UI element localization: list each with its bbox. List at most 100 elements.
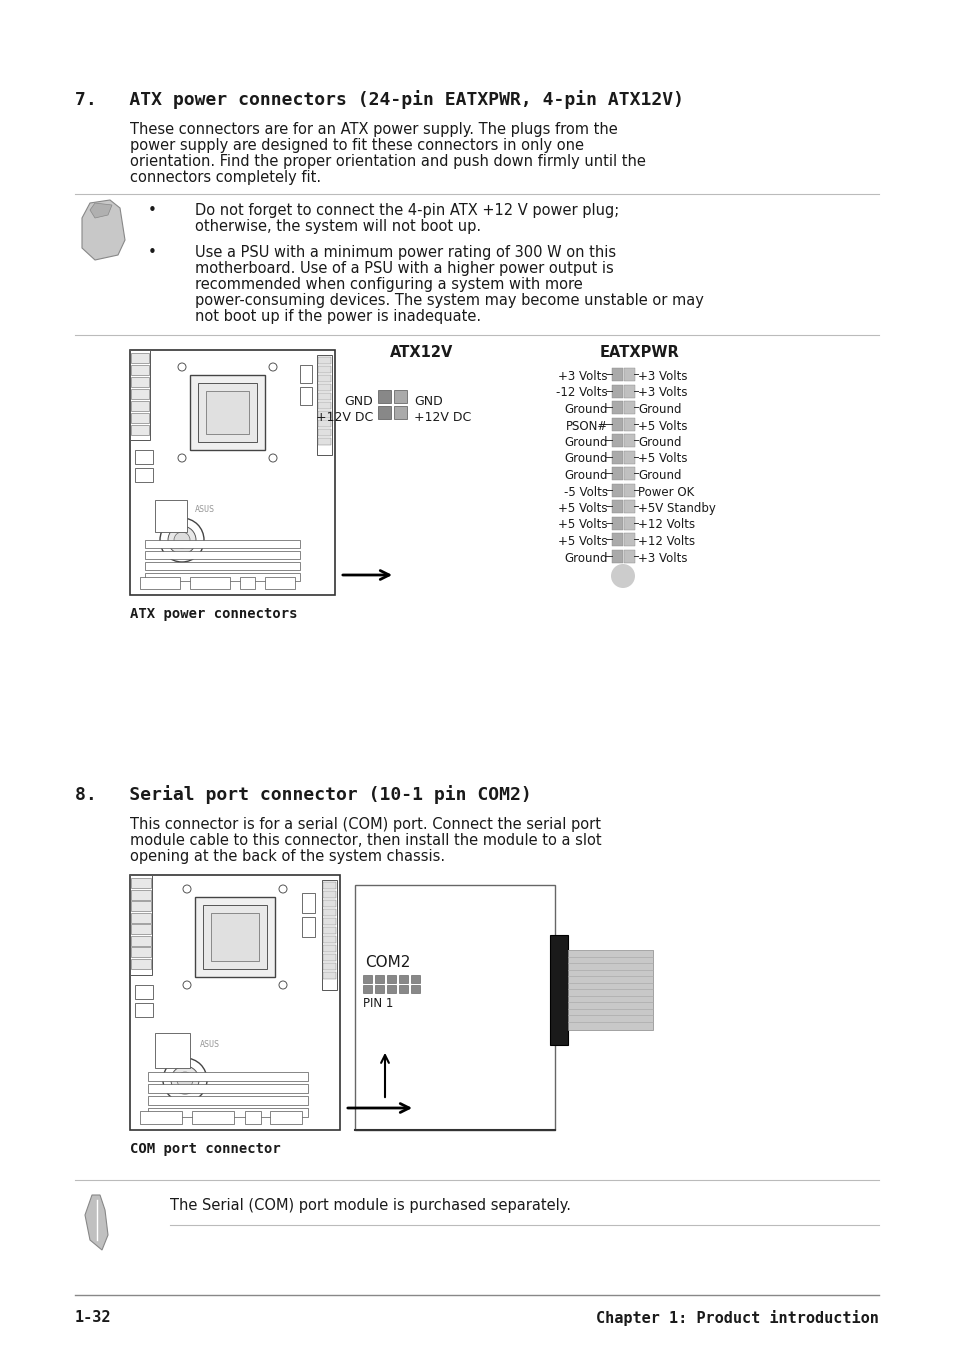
Text: Use a PSU with a minimum power rating of 300 W on this: Use a PSU with a minimum power rating of… <box>194 245 616 259</box>
Bar <box>363 975 372 984</box>
Bar <box>612 500 622 513</box>
Bar <box>131 912 151 923</box>
Bar <box>299 386 312 405</box>
Bar <box>612 550 622 562</box>
Bar <box>135 1002 152 1017</box>
Bar <box>612 434 622 447</box>
Bar <box>623 450 635 463</box>
Text: +5 Volts: +5 Volts <box>558 535 607 549</box>
Bar <box>323 971 335 979</box>
Bar <box>317 357 331 363</box>
Text: 8.   Serial port connector (10-1 pin COM2): 8. Serial port connector (10-1 pin COM2) <box>75 785 531 804</box>
Text: opening at the back of the system chassis.: opening at the back of the system chassi… <box>130 848 445 865</box>
Bar <box>154 1034 190 1069</box>
Bar <box>623 385 635 397</box>
Bar <box>377 390 391 403</box>
Bar <box>612 417 622 431</box>
Bar <box>198 382 256 442</box>
Text: +5 Volts: +5 Volts <box>558 503 607 515</box>
Bar <box>302 893 314 913</box>
Circle shape <box>269 454 276 462</box>
Bar <box>131 901 151 911</box>
Text: Ground: Ground <box>638 403 680 416</box>
Text: orientation. Find the proper orientation and push down firmly until the: orientation. Find the proper orientation… <box>130 154 645 169</box>
Bar <box>323 892 335 898</box>
Text: COM port connector: COM port connector <box>130 1142 280 1156</box>
Bar <box>130 875 339 1129</box>
Text: •: • <box>148 245 156 259</box>
Text: Power OK: Power OK <box>638 485 694 499</box>
Bar <box>145 573 299 581</box>
Bar <box>398 985 408 993</box>
Bar <box>375 975 384 984</box>
Bar <box>316 355 332 455</box>
Text: motherboard. Use of a PSU with a higher power output is: motherboard. Use of a PSU with a higher … <box>194 261 613 276</box>
Bar <box>623 417 635 431</box>
Text: +5 Volts: +5 Volts <box>638 453 687 466</box>
Text: +12 Volts: +12 Volts <box>638 519 695 531</box>
Bar <box>387 985 395 993</box>
Bar <box>148 1096 308 1105</box>
Bar <box>323 900 335 907</box>
Text: +5 Volts: +5 Volts <box>558 519 607 531</box>
Circle shape <box>178 363 186 372</box>
Bar <box>130 350 150 440</box>
Bar <box>131 389 149 399</box>
Circle shape <box>183 981 191 989</box>
Circle shape <box>163 1058 207 1102</box>
Text: Ground: Ground <box>638 436 680 449</box>
Bar <box>131 401 149 411</box>
Circle shape <box>183 885 191 893</box>
Text: The Serial (COM) port module is purchased separately.: The Serial (COM) port module is purchase… <box>170 1198 571 1213</box>
Text: ASUS: ASUS <box>194 505 214 513</box>
Text: ASUS: ASUS <box>200 1040 220 1048</box>
Text: -5 Volts: -5 Volts <box>563 485 607 499</box>
Circle shape <box>173 532 190 549</box>
Bar <box>612 367 622 381</box>
Circle shape <box>178 454 186 462</box>
Bar <box>317 430 331 436</box>
Bar <box>355 885 555 1129</box>
Bar <box>612 401 622 413</box>
Text: otherwise, the system will not boot up.: otherwise, the system will not boot up. <box>194 219 480 234</box>
Bar <box>317 420 331 427</box>
Bar <box>270 1111 302 1124</box>
Bar <box>323 917 335 925</box>
Circle shape <box>269 363 276 372</box>
Circle shape <box>278 885 287 893</box>
Bar <box>612 467 622 480</box>
Text: +12 Volts: +12 Volts <box>638 535 695 549</box>
Bar <box>317 384 331 390</box>
Bar <box>194 897 274 977</box>
Bar <box>411 975 419 984</box>
Bar <box>317 438 331 444</box>
Bar <box>131 958 151 969</box>
Text: Ground: Ground <box>564 453 607 466</box>
Bar <box>206 390 249 434</box>
Bar <box>623 401 635 413</box>
Bar <box>145 562 299 570</box>
Text: +12V DC: +12V DC <box>414 411 471 424</box>
Bar <box>240 577 254 589</box>
Bar <box>323 954 335 961</box>
Text: Ground: Ground <box>638 469 680 482</box>
Bar <box>323 927 335 934</box>
Bar <box>131 924 151 934</box>
Bar <box>550 935 567 1046</box>
Text: +5 Volts: +5 Volts <box>638 420 687 432</box>
Text: -12 Volts: -12 Volts <box>556 386 607 400</box>
Text: +3 Volts: +3 Volts <box>638 386 687 400</box>
Text: This connector is for a serial (COM) port. Connect the serial port: This connector is for a serial (COM) por… <box>130 817 600 832</box>
Bar <box>145 540 299 549</box>
Bar <box>317 403 331 409</box>
Bar <box>612 516 622 530</box>
Text: Ground: Ground <box>564 469 607 482</box>
Text: +5V Standby: +5V Standby <box>638 503 715 515</box>
Polygon shape <box>85 1196 108 1250</box>
Text: 7.   ATX power connectors (24-pin EATXPWR, 4-pin ATX12V): 7. ATX power connectors (24-pin EATXPWR,… <box>75 91 683 109</box>
Bar <box>317 393 331 400</box>
Bar <box>623 516 635 530</box>
Circle shape <box>168 526 195 554</box>
Bar <box>377 407 391 419</box>
Bar <box>302 917 314 938</box>
